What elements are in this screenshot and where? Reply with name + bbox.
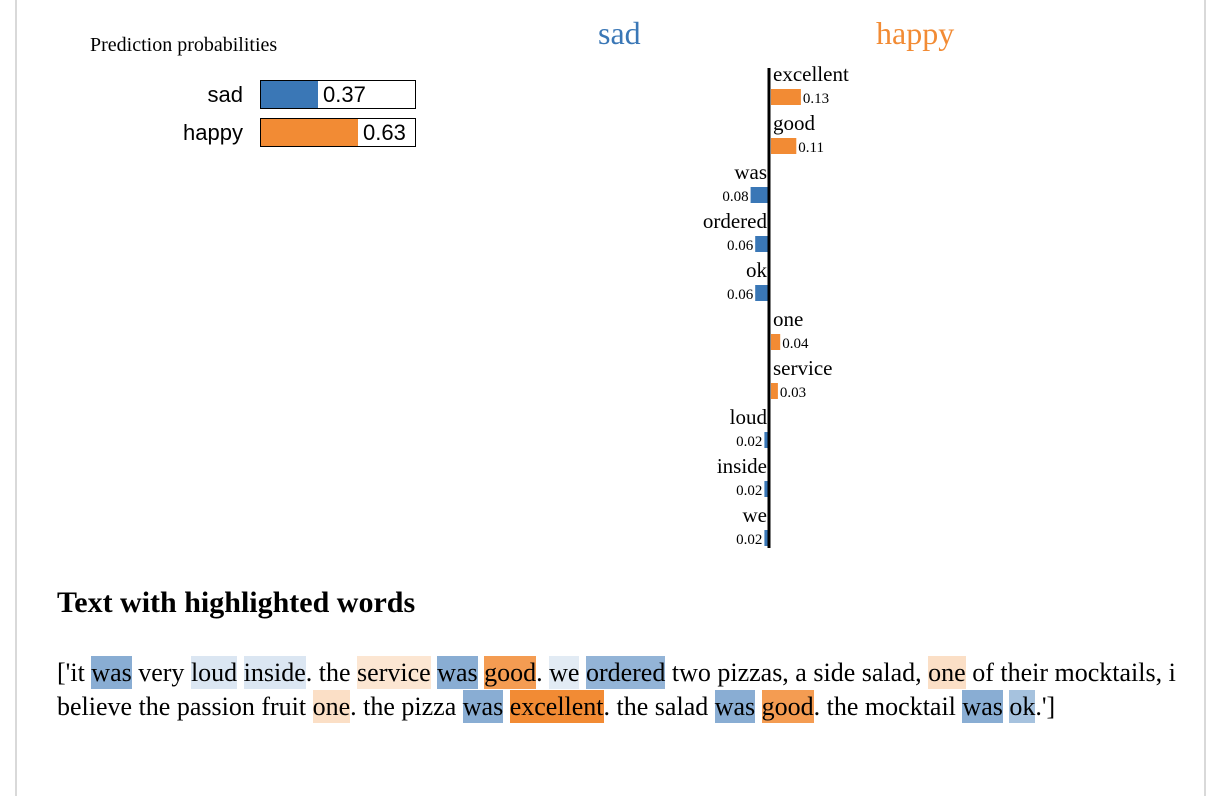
highlighted-word-ok: ok [1009, 690, 1036, 723]
highlighted-word-good: good [484, 656, 537, 689]
highlighted-word-excellent: excellent [509, 690, 604, 723]
bar-good [771, 138, 797, 154]
highlighted-word-was: was [437, 656, 478, 689]
highlighted-word-we: we [549, 656, 580, 689]
word-label-one: one [773, 307, 803, 331]
word-label-ordered: ordered [703, 209, 768, 233]
prob-label-sad: sad [207, 82, 243, 107]
highlighted-text-body: ['it was very loud inside. the service w… [57, 656, 1177, 724]
word-label-we: we [743, 503, 768, 527]
highlighted-word-service: service [357, 656, 431, 689]
bar-inside [764, 481, 769, 497]
word-label-service: service [773, 356, 832, 380]
highlighted-word-was: was [962, 690, 1003, 723]
highlighted-word-one: one [312, 690, 351, 723]
value-label-loud: 0.02 [736, 434, 762, 450]
value-label-was: 0.08 [722, 189, 748, 205]
bar-one [771, 334, 781, 350]
prob-label-happy: happy [183, 120, 243, 145]
text-segment: . the mocktail [813, 692, 963, 721]
text-segment [755, 692, 762, 721]
text-segment: . the pizza [350, 692, 463, 721]
prob-fill-happy [261, 119, 358, 146]
text-segment [503, 692, 510, 721]
value-label-ok: 0.06 [727, 287, 754, 303]
highlighted-word-inside: inside [243, 656, 306, 689]
value-label-one: 0.04 [782, 336, 809, 352]
text-segment: . the [305, 658, 358, 687]
class-header-sad: sad [598, 15, 641, 51]
class-header-happy: happy [876, 15, 955, 51]
prob-bar-happy: 0.63 [260, 118, 416, 147]
bar-was [750, 187, 769, 203]
highlighted-text-title: Text with highlighted words [57, 586, 416, 619]
bar-service [771, 383, 778, 399]
word-label-loud: loud [730, 405, 768, 429]
highlighted-word-ordered: ordered [585, 656, 666, 689]
text-segment: two pizzas, a side salad, [665, 658, 929, 687]
prob-bar-sad: 0.37 [260, 80, 416, 109]
text-segment: . [536, 658, 550, 687]
word-label-excellent: excellent [773, 62, 849, 86]
value-label-ordered: 0.06 [727, 238, 754, 254]
text-segment: very [131, 658, 191, 687]
bar-ok [755, 285, 769, 301]
right-frame-border [1204, 0, 1206, 796]
highlighted-word-good: good [761, 690, 814, 723]
bar-ordered [755, 236, 769, 252]
text-segment [237, 658, 244, 687]
text-segment [579, 658, 586, 687]
text-segment: ['it [57, 658, 92, 687]
word-label-ok: ok [746, 258, 768, 282]
prob-value-sad: 0.37 [320, 82, 369, 108]
prob-value-happy: 0.63 [360, 120, 409, 146]
bar-loud [764, 432, 769, 448]
left-frame-border [15, 0, 17, 796]
value-label-inside: 0.02 [736, 483, 762, 499]
value-label-excellent: 0.13 [803, 91, 829, 107]
bar-excellent [771, 89, 801, 105]
highlighted-word-was: was [462, 690, 504, 723]
word-label-inside: inside [717, 454, 767, 478]
prob-fill-sad [261, 81, 318, 108]
text-segment: . the salad [603, 692, 715, 721]
highlighted-word-was: was [91, 656, 132, 689]
value-label-we: 0.02 [736, 532, 762, 548]
highlighted-word-was: was [714, 690, 756, 723]
word-label-good: good [773, 111, 816, 135]
text-segment: of their mocktails, i believe the passio… [57, 658, 1176, 721]
bar-we [764, 530, 769, 546]
value-label-good: 0.11 [798, 140, 824, 156]
feature-weights-chart: excellent 0.13 good 0.11 was 0.08 ordered 0.06 o… [703, 62, 849, 548]
highlighted-word-one: one [928, 656, 966, 689]
text-segment: .'] [1035, 692, 1056, 721]
value-label-service: 0.03 [780, 385, 806, 401]
highlighted-word-loud: loud [190, 656, 238, 689]
word-label-was: was [734, 160, 767, 184]
prediction-probabilities-title: Prediction probabilities [90, 34, 278, 56]
